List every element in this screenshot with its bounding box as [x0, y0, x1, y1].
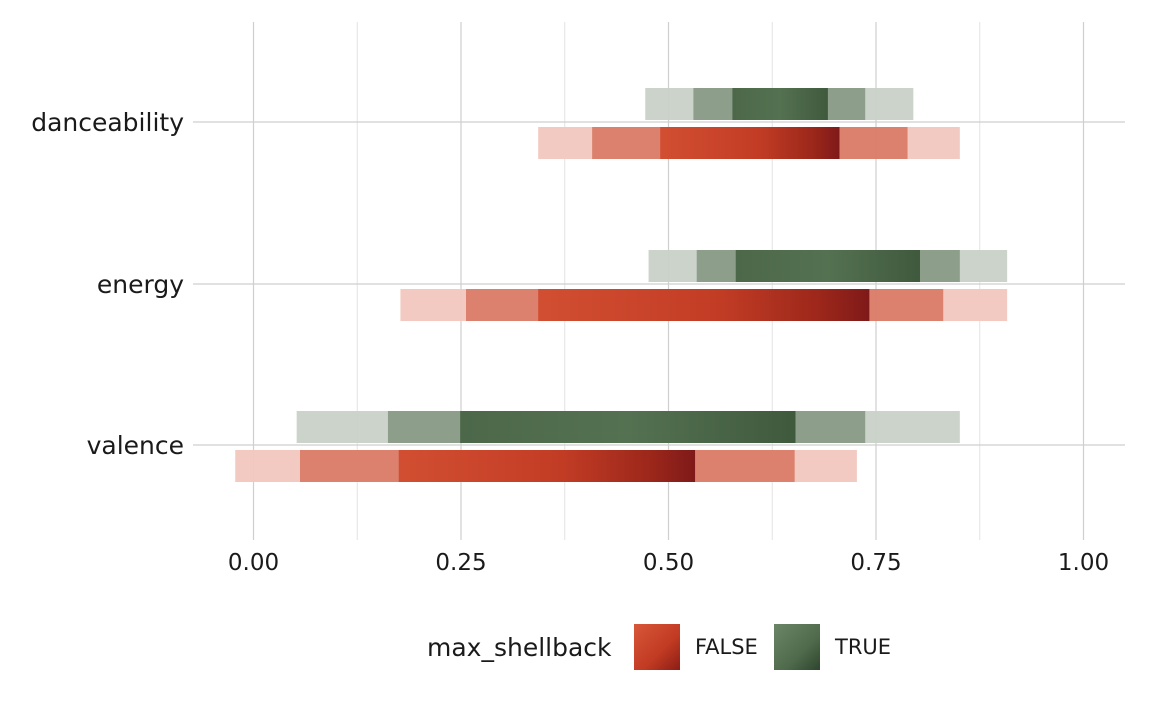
legend-label-true: TRUE: [834, 635, 891, 659]
x-tick-label: 0.25: [435, 550, 486, 576]
y-category-label-danceability: danceability: [31, 108, 184, 137]
interval-inner-bar: [538, 289, 870, 321]
legend-title: max_shellback: [427, 633, 612, 662]
x-tick-label: 0.50: [643, 550, 694, 576]
interval-false-danceability: [538, 127, 960, 159]
interval-inner-bar: [398, 450, 696, 482]
interval-true-energy: [648, 250, 1008, 282]
x-tick-label: 0.00: [228, 550, 279, 576]
interval-false-energy: [400, 289, 1008, 321]
interval-true-valence: [296, 411, 960, 443]
interval-inner-bar: [460, 411, 796, 443]
y-category-label-energy: energy: [97, 270, 184, 299]
interval-true-danceability: [645, 88, 914, 120]
interval-inner-bar: [660, 127, 840, 159]
interval-false-valence: [235, 450, 857, 482]
legend-label-false: FALSE: [695, 635, 758, 659]
interval-inner-bar: [735, 250, 920, 282]
x-tick-label: 0.75: [850, 550, 901, 576]
interval-inner-bar: [732, 88, 828, 120]
legend-swatch-true: [774, 624, 820, 670]
legend: max_shellback FALSE TRUE: [427, 624, 891, 670]
x-axis-tick-labels: 0.00 0.25 0.50 0.75 1.00: [228, 550, 1109, 576]
y-axis-category-labels: danceability energy valence: [31, 108, 184, 460]
interval-bars: [235, 88, 1008, 482]
y-category-label-valence: valence: [87, 431, 184, 460]
legend-swatch-false: [634, 624, 680, 670]
x-tick-label: 1.00: [1058, 550, 1109, 576]
